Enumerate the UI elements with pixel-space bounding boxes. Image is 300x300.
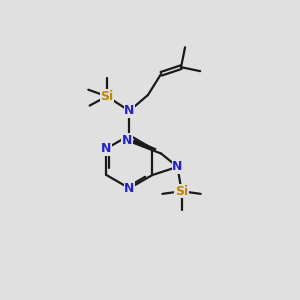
Text: N: N xyxy=(122,134,132,147)
Text: Si: Si xyxy=(175,185,188,198)
Text: N: N xyxy=(124,182,135,195)
Text: N: N xyxy=(101,142,112,155)
Text: N: N xyxy=(124,104,135,117)
Text: Si: Si xyxy=(100,90,113,103)
Text: N: N xyxy=(172,160,183,173)
